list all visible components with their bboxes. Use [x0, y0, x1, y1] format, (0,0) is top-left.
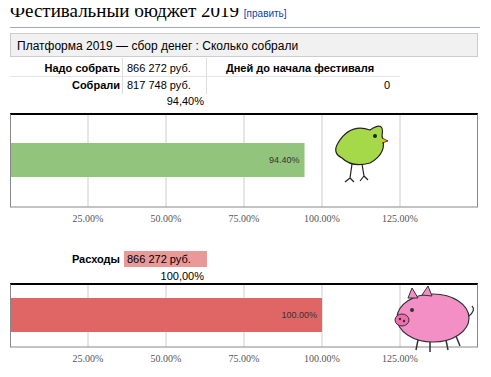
- html-text:866 272 руб.: 866 272 руб.: [127, 253, 191, 265]
- html-text:94,40%: 94,40%: [166, 95, 204, 107]
- svg-text:94.40%: 94.40%: [269, 155, 300, 165]
- html-text:Собрали: Собрали: [72, 79, 120, 91]
- svg-text:100.00%: 100.00%: [304, 213, 340, 224]
- svg-text:50.00%: 50.00%: [151, 353, 182, 364]
- svg-text:100.00%: 100.00%: [281, 310, 317, 320]
- html-text:Дней до начала фестиваля: Дней до начала фестиваля: [225, 62, 375, 74]
- svg-text:75.00%: 75.00%: [229, 213, 260, 224]
- html-text:0: 0: [383, 79, 390, 91]
- html-text:Расходы: Расходы: [71, 253, 120, 265]
- svg-text:125.00%: 125.00%: [382, 353, 418, 364]
- html-text:Надо собрать: Надо собрать: [44, 62, 120, 74]
- svg-text:25.00%: 25.00%: [73, 353, 104, 364]
- html-text:Фестивальный бюджет 2019 [прав: Фестивальный бюджет 2019 [править]: [10, 0, 287, 21]
- svg-text:75.00%: 75.00%: [229, 353, 260, 364]
- html-text:817 748 руб.: 817 748 руб.: [127, 79, 191, 91]
- svg-text:125.00%: 125.00%: [382, 213, 418, 224]
- html-text:Платформа 2019 — сбор денег :: Платформа 2019 — сбор денег : Сколько со…: [17, 39, 299, 53]
- svg-text:100.00%: 100.00%: [304, 353, 340, 364]
- svg-text:25.00%: 25.00%: [73, 213, 104, 224]
- svg-text:50.00%: 50.00%: [151, 213, 182, 224]
- html-text:866 272 руб.: 866 272 руб.: [127, 62, 191, 74]
- html-text:100,00%: 100,00%: [160, 270, 204, 282]
